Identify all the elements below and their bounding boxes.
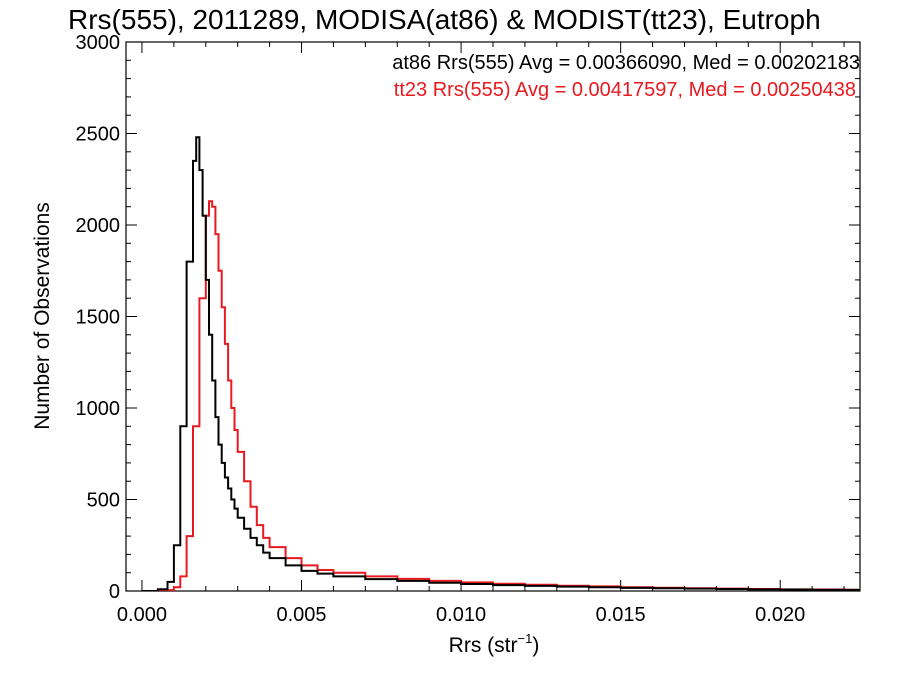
- x-tick-label: 0.010: [436, 604, 486, 626]
- x-axis: 0.000 0.005 0.010 0.015 0.020: [117, 42, 845, 626]
- x-tick-label: 0.020: [755, 604, 805, 626]
- x-tick-label: 0.015: [596, 604, 646, 626]
- chart-title: Rrs(555), 2011289, MODISA(at86) & MODIST…: [68, 4, 821, 35]
- y-tick-label: 0: [109, 581, 120, 603]
- y-tick-label: 500: [87, 490, 120, 512]
- y-tick-label: 3000: [76, 32, 121, 54]
- y-tick-label: 2500: [76, 124, 121, 146]
- y-axis: 0 500 1000 1500 2000 2500 3000: [76, 32, 860, 603]
- y-tick-label: 1000: [76, 398, 121, 420]
- series-line-at86: [142, 136, 860, 591]
- series-layer: [142, 136, 860, 591]
- annotation-at86: at86 Rrs(555) Avg = 0.00366090, Med = 0.…: [392, 52, 860, 74]
- x-tick-label: 0.005: [276, 604, 326, 626]
- x-axis-label-end: ): [532, 634, 539, 657]
- annotation-tt23: tt23 Rrs(555) Avg = 0.00417597, Med = 0.…: [394, 79, 856, 101]
- y-tick-label: 2000: [76, 215, 121, 237]
- x-axis-label: Rrs (str−1): [449, 631, 540, 657]
- x-axis-label-sup: −1: [518, 631, 533, 646]
- y-axis-label: Number of Observations: [31, 202, 54, 430]
- x-axis-label-main: Rrs (str: [449, 634, 518, 657]
- x-tick-label: 0.000: [117, 604, 167, 626]
- y-tick-label: 1500: [76, 307, 121, 329]
